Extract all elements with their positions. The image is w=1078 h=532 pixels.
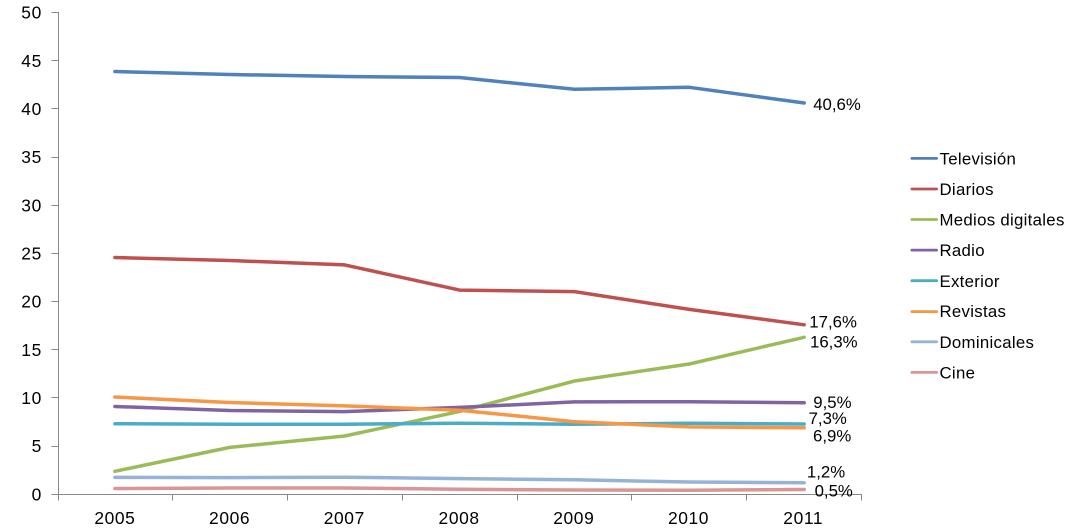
svg-text:2011: 2011 bbox=[783, 508, 823, 528]
svg-text:6,9%: 6,9% bbox=[813, 426, 851, 445]
svg-text:0,5%: 0,5% bbox=[815, 481, 853, 500]
svg-text:40: 40 bbox=[21, 99, 42, 119]
svg-text:2010: 2010 bbox=[668, 508, 709, 528]
svg-text:Televisión: Televisión bbox=[940, 150, 1017, 169]
svg-text:50: 50 bbox=[21, 3, 42, 23]
svg-text:10: 10 bbox=[21, 388, 42, 408]
svg-text:20: 20 bbox=[21, 292, 42, 312]
svg-text:2006: 2006 bbox=[209, 508, 250, 528]
svg-text:Dominicales: Dominicales bbox=[940, 333, 1035, 352]
svg-text:9,5%: 9,5% bbox=[813, 393, 851, 412]
svg-text:17,6%: 17,6% bbox=[809, 312, 857, 331]
svg-text:35: 35 bbox=[21, 147, 42, 167]
svg-text:2007: 2007 bbox=[324, 508, 365, 528]
svg-text:2009: 2009 bbox=[553, 508, 594, 528]
svg-text:5: 5 bbox=[32, 436, 42, 456]
svg-text:15: 15 bbox=[21, 340, 42, 360]
svg-text:Cine: Cine bbox=[940, 364, 976, 383]
svg-text:Radio: Radio bbox=[940, 241, 985, 260]
svg-text:7,3%: 7,3% bbox=[809, 409, 847, 428]
svg-text:25: 25 bbox=[21, 244, 42, 264]
svg-text:2005: 2005 bbox=[94, 508, 135, 528]
svg-text:Medios digitales: Medios digitales bbox=[940, 211, 1065, 230]
svg-text:16,3%: 16,3% bbox=[810, 333, 858, 352]
svg-text:1,2%: 1,2% bbox=[807, 463, 845, 482]
svg-text:30: 30 bbox=[21, 195, 42, 215]
svg-text:45: 45 bbox=[21, 51, 42, 71]
svg-text:0: 0 bbox=[32, 484, 42, 504]
svg-text:Revistas: Revistas bbox=[940, 302, 1007, 321]
svg-text:40,6%: 40,6% bbox=[813, 95, 861, 114]
svg-text:Diarios: Diarios bbox=[940, 180, 994, 199]
svg-text:Exterior: Exterior bbox=[940, 272, 1000, 291]
svg-text:2008: 2008 bbox=[439, 508, 480, 528]
